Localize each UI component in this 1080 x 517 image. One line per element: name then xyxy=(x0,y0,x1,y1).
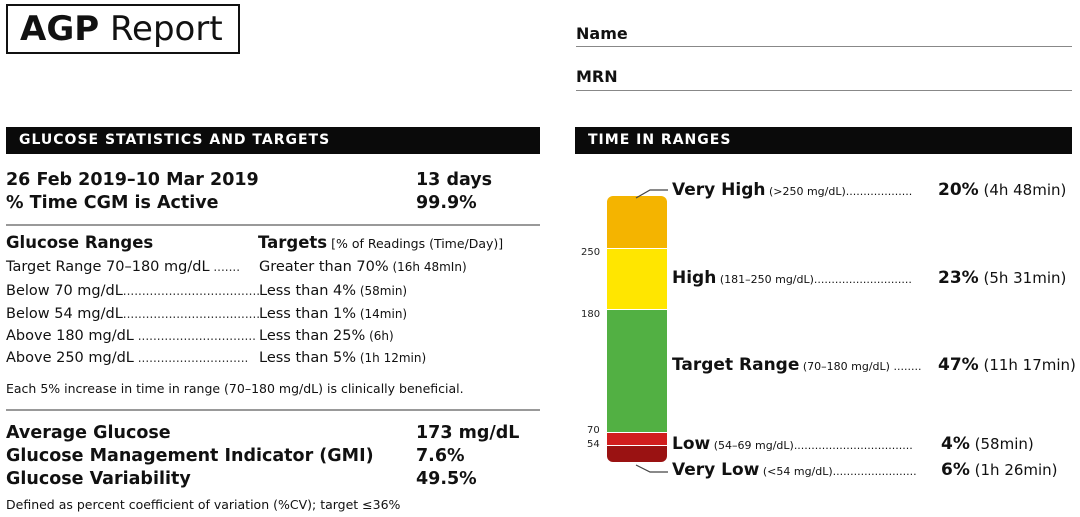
tick-70: 70 xyxy=(587,425,600,436)
tir-target-range-value: 47% (11h 17min) xyxy=(938,355,1076,375)
mrn-field-line xyxy=(576,90,1072,91)
table-row-target: Less than 4% (58min) xyxy=(259,283,408,299)
tick-54: 54 xyxy=(587,439,600,450)
table-row: Above 180 mg/dL ........................… xyxy=(6,328,256,344)
divider xyxy=(6,409,540,411)
glucose-variability-label: Glucose Variability xyxy=(6,469,191,489)
gmi-value: 7.6% xyxy=(416,446,465,466)
table-row-target: Less than 25% (6h) xyxy=(259,328,394,344)
report-title: AGP Report xyxy=(6,4,240,54)
glucose-variability-value: 49.5% xyxy=(416,469,477,489)
table-row-target: Greater than 70% (16h 48mIn) xyxy=(259,259,467,275)
tir-stacked-bar xyxy=(607,196,667,464)
table-row-target: Less than 1% (14min) xyxy=(259,306,408,322)
segment-low xyxy=(607,433,667,445)
tir-high: High (181–250 mg/dL)....................… xyxy=(672,268,912,288)
tick-180: 180 xyxy=(581,309,601,320)
segment-high xyxy=(607,249,667,309)
cgm-active-label: % Time CGM is Active xyxy=(6,193,219,213)
mrn-label: MRN xyxy=(576,67,618,86)
tir-high-value: 23% (5h 31min) xyxy=(938,268,1067,288)
tir-very-high-value: 20% (4h 48min) xyxy=(938,180,1067,200)
date-range: 26 Feb 2019–10 Mar 2019 xyxy=(6,170,259,190)
tir-low: Low (54–69 mg/dL).......................… xyxy=(672,434,913,454)
avg-glucose-value: 173 mg/dL xyxy=(416,423,520,443)
divider xyxy=(6,224,540,226)
days-count: 13 days xyxy=(416,170,493,190)
tir-very-low-value: 6% (1h 26min) xyxy=(941,460,1058,480)
glucose-stats-header: GLUCOSE STATISTICS AND TARGETS xyxy=(6,127,540,154)
tir-benefit-note: Each 5% increase in time in range (70–18… xyxy=(6,381,464,396)
table-row: Below 54 mg/dL..........................… xyxy=(6,306,261,322)
segment-very-low xyxy=(607,446,667,462)
gv-definition-note: Defined as percent coefficient of variat… xyxy=(6,497,401,512)
gmi-label: Glucose Management Indicator (GMI) xyxy=(6,446,374,466)
tick-250: 250 xyxy=(581,247,601,258)
cgm-active-value: 99.9% xyxy=(416,193,477,213)
name-field-line xyxy=(576,46,1072,47)
tir-low-value: 4% (58min) xyxy=(941,434,1034,454)
leader-lines xyxy=(635,189,668,473)
targets-header: Targets [% of Readings (Time/Day)] xyxy=(258,233,504,252)
table-row: Above 250 mg/dL ........................… xyxy=(6,350,249,366)
segment-very-high xyxy=(607,196,667,248)
name-label: Name xyxy=(576,24,628,43)
glucose-ranges-header: Glucose Ranges xyxy=(6,233,154,252)
tir-very-low: Very Low (<54 mg/dL)....................… xyxy=(672,460,917,480)
avg-glucose-label: Average Glucose xyxy=(6,423,171,443)
table-row-target: Less than 5% (1h 12min) xyxy=(259,350,427,366)
tir-very-high: Very High (>250 mg/dL)..................… xyxy=(672,180,913,200)
segment-target-range xyxy=(607,310,667,432)
table-row: Below 70 mg/dL..........................… xyxy=(6,283,261,299)
time-in-ranges-header: TIME IN RANGES xyxy=(575,127,1072,154)
tir-target-range: Target Range (70–180 mg/dL) ........ xyxy=(672,355,922,375)
table-row: Target Range 70–180 mg/dL ....... xyxy=(6,259,241,275)
